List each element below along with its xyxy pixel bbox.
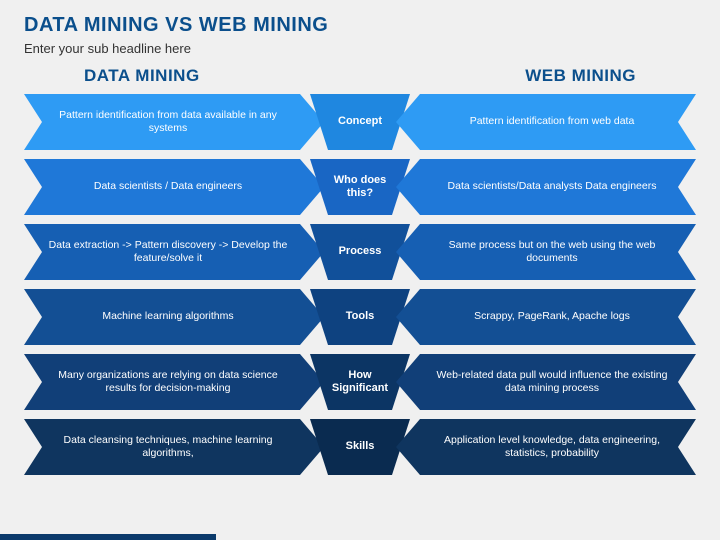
left-cell: Many organizations are relying on data s… bbox=[24, 354, 324, 410]
comparison-rows: Pattern identification from data availab… bbox=[24, 94, 696, 475]
comparison-row: Data scientists / Data engineersWho does… bbox=[24, 159, 696, 215]
left-cell: Pattern identification from data availab… bbox=[24, 94, 324, 150]
center-label: Tools bbox=[310, 289, 410, 345]
page-title: DATA MINING VS WEB MINING bbox=[24, 14, 696, 37]
left-cell: Data scientists / Data engineers bbox=[24, 159, 324, 215]
center-label: Concept bbox=[310, 94, 410, 150]
right-cell: Application level knowledge, data engine… bbox=[396, 419, 696, 475]
left-column-header: DATA MINING bbox=[84, 66, 200, 86]
right-cell: Data scientists/Data analysts Data engin… bbox=[396, 159, 696, 215]
comparison-row: Pattern identification from data availab… bbox=[24, 94, 696, 150]
right-cell: Web-related data pull would influence th… bbox=[396, 354, 696, 410]
column-headers: DATA MINING WEB MINING bbox=[24, 66, 696, 86]
left-cell: Data cleansing techniques, machine learn… bbox=[24, 419, 324, 475]
center-label: Who does this? bbox=[310, 159, 410, 215]
right-cell: Pattern identification from web data bbox=[396, 94, 696, 150]
center-label: Process bbox=[310, 224, 410, 280]
center-label: Skills bbox=[310, 419, 410, 475]
center-label: How Significant bbox=[310, 354, 410, 410]
subtitle: Enter your sub headline here bbox=[24, 41, 696, 56]
comparison-row: Data cleansing techniques, machine learn… bbox=[24, 419, 696, 475]
right-column-header: WEB MINING bbox=[525, 66, 636, 86]
right-cell: Same process but on the web using the we… bbox=[396, 224, 696, 280]
left-cell: Machine learning algorithms bbox=[24, 289, 324, 345]
right-cell: Scrappy, PageRank, Apache logs bbox=[396, 289, 696, 345]
bottom-accent-bar bbox=[0, 534, 720, 540]
comparison-row: Data extraction -> Pattern discovery -> … bbox=[24, 224, 696, 280]
comparison-row: Many organizations are relying on data s… bbox=[24, 354, 696, 410]
left-cell: Data extraction -> Pattern discovery -> … bbox=[24, 224, 324, 280]
comparison-row: Machine learning algorithmsToolsScrappy,… bbox=[24, 289, 696, 345]
slide: DATA MINING VS WEB MINING Enter your sub… bbox=[0, 0, 720, 540]
